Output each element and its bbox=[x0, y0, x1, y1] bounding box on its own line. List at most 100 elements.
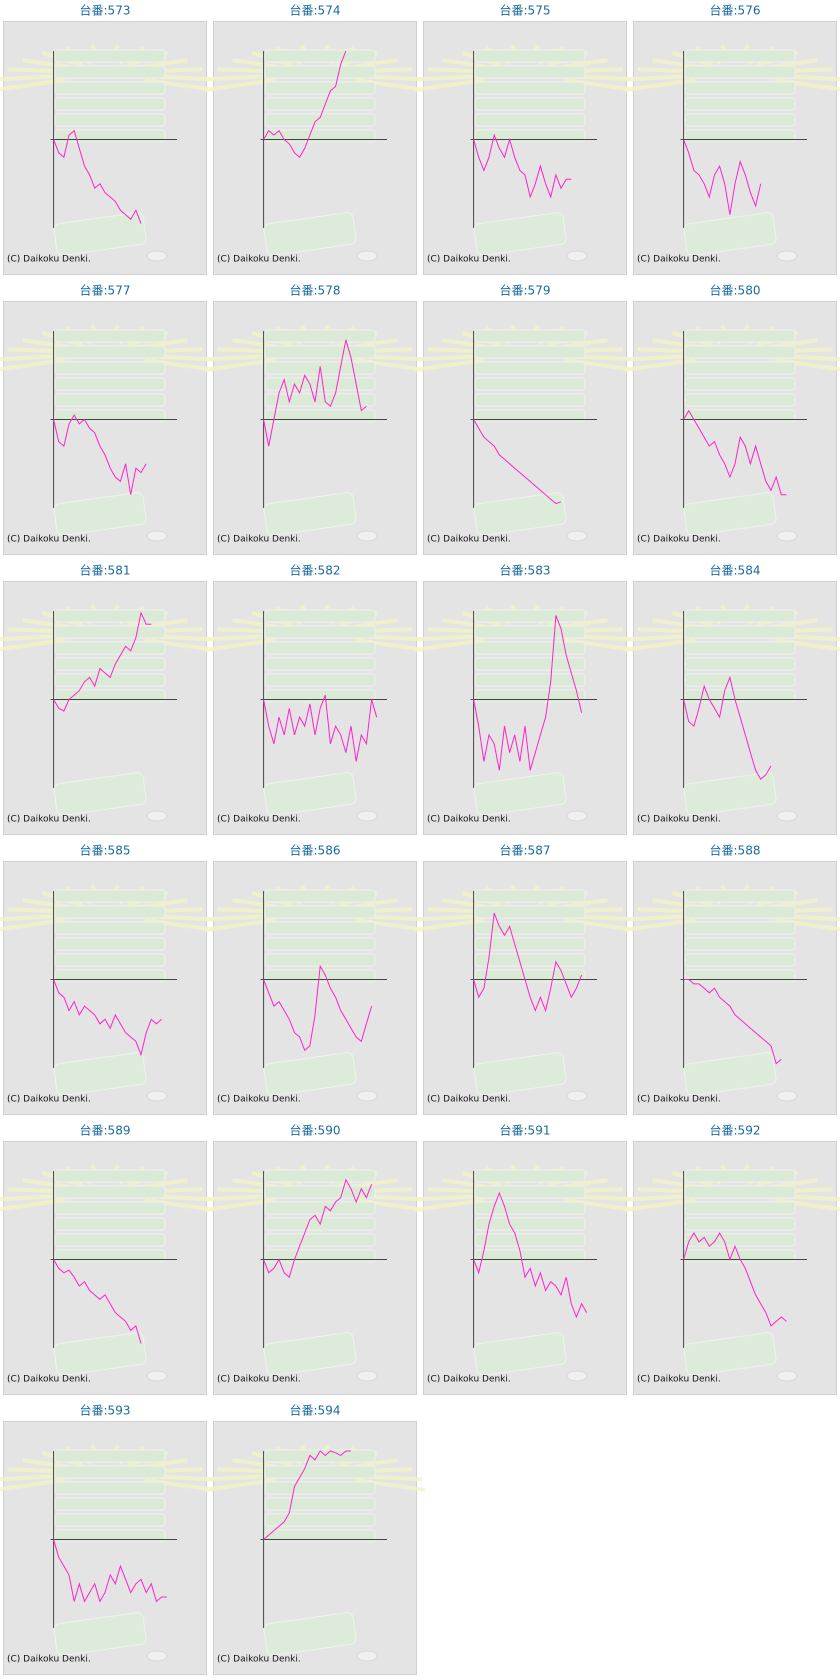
stack bbox=[684, 113, 796, 127]
tray bbox=[53, 772, 147, 816]
graph-title: 台番:578 bbox=[290, 283, 341, 298]
stack bbox=[264, 409, 376, 423]
stack bbox=[54, 953, 166, 967]
copyright: (C) Daikoku Denki. bbox=[427, 535, 511, 545]
stack bbox=[264, 393, 376, 407]
stack bbox=[474, 409, 586, 423]
data-line bbox=[473, 912, 583, 1013]
tray bbox=[683, 492, 777, 536]
graph-title: 台番:576 bbox=[710, 3, 761, 18]
stack bbox=[474, 609, 586, 623]
tray bbox=[473, 1332, 567, 1376]
graph-title: 台番:577 bbox=[80, 283, 131, 298]
stack bbox=[684, 329, 796, 343]
background-art bbox=[414, 1164, 636, 1382]
copyright: (C) Daikoku Denki. bbox=[7, 1655, 91, 1665]
copyright: (C) Daikoku Denki. bbox=[637, 1375, 721, 1385]
stack bbox=[684, 49, 796, 63]
graph-cell: 台番:584 (C) Daikoku Denki. bbox=[624, 563, 840, 835]
stack bbox=[684, 1217, 796, 1231]
data-line bbox=[473, 419, 562, 505]
coin bbox=[776, 810, 798, 822]
data-line bbox=[263, 1450, 351, 1540]
copyright: (C) Daikoku Denki. bbox=[637, 815, 721, 825]
background-art bbox=[624, 884, 840, 1102]
copyright: (C) Daikoku Denki. bbox=[637, 1095, 721, 1105]
stack bbox=[474, 393, 586, 407]
stack bbox=[684, 65, 796, 79]
stack bbox=[54, 329, 166, 343]
stack bbox=[54, 1201, 166, 1215]
stack bbox=[54, 1185, 166, 1199]
stack bbox=[54, 673, 166, 687]
data-line bbox=[53, 1259, 142, 1344]
stack bbox=[684, 969, 796, 983]
coin bbox=[566, 1370, 588, 1382]
data-line bbox=[263, 339, 367, 447]
stack bbox=[54, 1449, 166, 1463]
graph-cell: 台番:578 (C) Daikoku Denki. bbox=[204, 283, 426, 555]
graph-cell: 台番:577 (C) Daikoku Denki. bbox=[0, 283, 216, 555]
graph-cell: 台番:576 (C) Daikoku Denki. bbox=[624, 3, 840, 275]
graph-cell: 台番:582 (C) Daikoku Denki. bbox=[204, 563, 426, 835]
stack bbox=[264, 329, 376, 343]
stack bbox=[54, 609, 166, 623]
tray bbox=[263, 492, 357, 536]
stack bbox=[474, 1185, 586, 1199]
graph-title: 台番:581 bbox=[80, 563, 131, 578]
stack bbox=[474, 1249, 586, 1263]
data-line bbox=[683, 139, 762, 215]
coin bbox=[566, 810, 588, 822]
stack bbox=[684, 361, 796, 375]
coin bbox=[566, 250, 588, 262]
graph-title: 台番:585 bbox=[80, 843, 131, 858]
background-art bbox=[204, 1444, 426, 1662]
stack bbox=[264, 97, 376, 111]
stack bbox=[474, 1201, 586, 1215]
stack bbox=[264, 921, 376, 935]
background-art bbox=[414, 324, 636, 542]
coin bbox=[146, 250, 168, 262]
data-line bbox=[473, 615, 583, 771]
graph-title: 台番:575 bbox=[500, 3, 551, 18]
stack bbox=[54, 1529, 166, 1543]
stack bbox=[264, 1465, 376, 1479]
stack bbox=[54, 65, 166, 79]
data-line bbox=[683, 675, 772, 780]
graph-cell: 台番:573 (C) Daikoku Denki. bbox=[0, 3, 216, 275]
coin bbox=[776, 530, 798, 542]
data-line bbox=[53, 1539, 167, 1603]
graph-cell: 台番:593 (C) Daikoku Denki. bbox=[0, 1403, 216, 1675]
stack bbox=[684, 953, 796, 967]
stack bbox=[264, 1185, 376, 1199]
stack bbox=[474, 889, 586, 903]
background-art bbox=[204, 44, 426, 262]
stack bbox=[264, 1497, 376, 1511]
stack bbox=[474, 953, 586, 967]
graph-title: 台番:583 bbox=[500, 563, 551, 578]
data-line bbox=[683, 409, 787, 496]
stack bbox=[264, 1201, 376, 1215]
copyright: (C) Daikoku Denki. bbox=[217, 815, 301, 825]
stack bbox=[684, 905, 796, 919]
graph-cell: 台番:575 (C) Daikoku Denki. bbox=[414, 3, 636, 275]
stack bbox=[54, 1169, 166, 1183]
copyright: (C) Daikoku Denki. bbox=[637, 255, 721, 265]
coin bbox=[146, 1370, 168, 1382]
stack bbox=[264, 377, 376, 391]
background-art bbox=[624, 324, 840, 542]
stack bbox=[54, 657, 166, 671]
stack bbox=[264, 65, 376, 79]
data-line bbox=[473, 133, 572, 199]
tray bbox=[473, 492, 567, 536]
graph-title: 台番:590 bbox=[290, 1123, 341, 1138]
stack bbox=[684, 129, 796, 143]
stack bbox=[264, 81, 376, 95]
tray bbox=[263, 1052, 357, 1096]
stack bbox=[474, 673, 586, 687]
background-art bbox=[0, 324, 216, 542]
graph-title: 台番:586 bbox=[290, 843, 341, 858]
stack bbox=[474, 377, 586, 391]
stack bbox=[474, 345, 586, 359]
stack bbox=[474, 937, 586, 951]
